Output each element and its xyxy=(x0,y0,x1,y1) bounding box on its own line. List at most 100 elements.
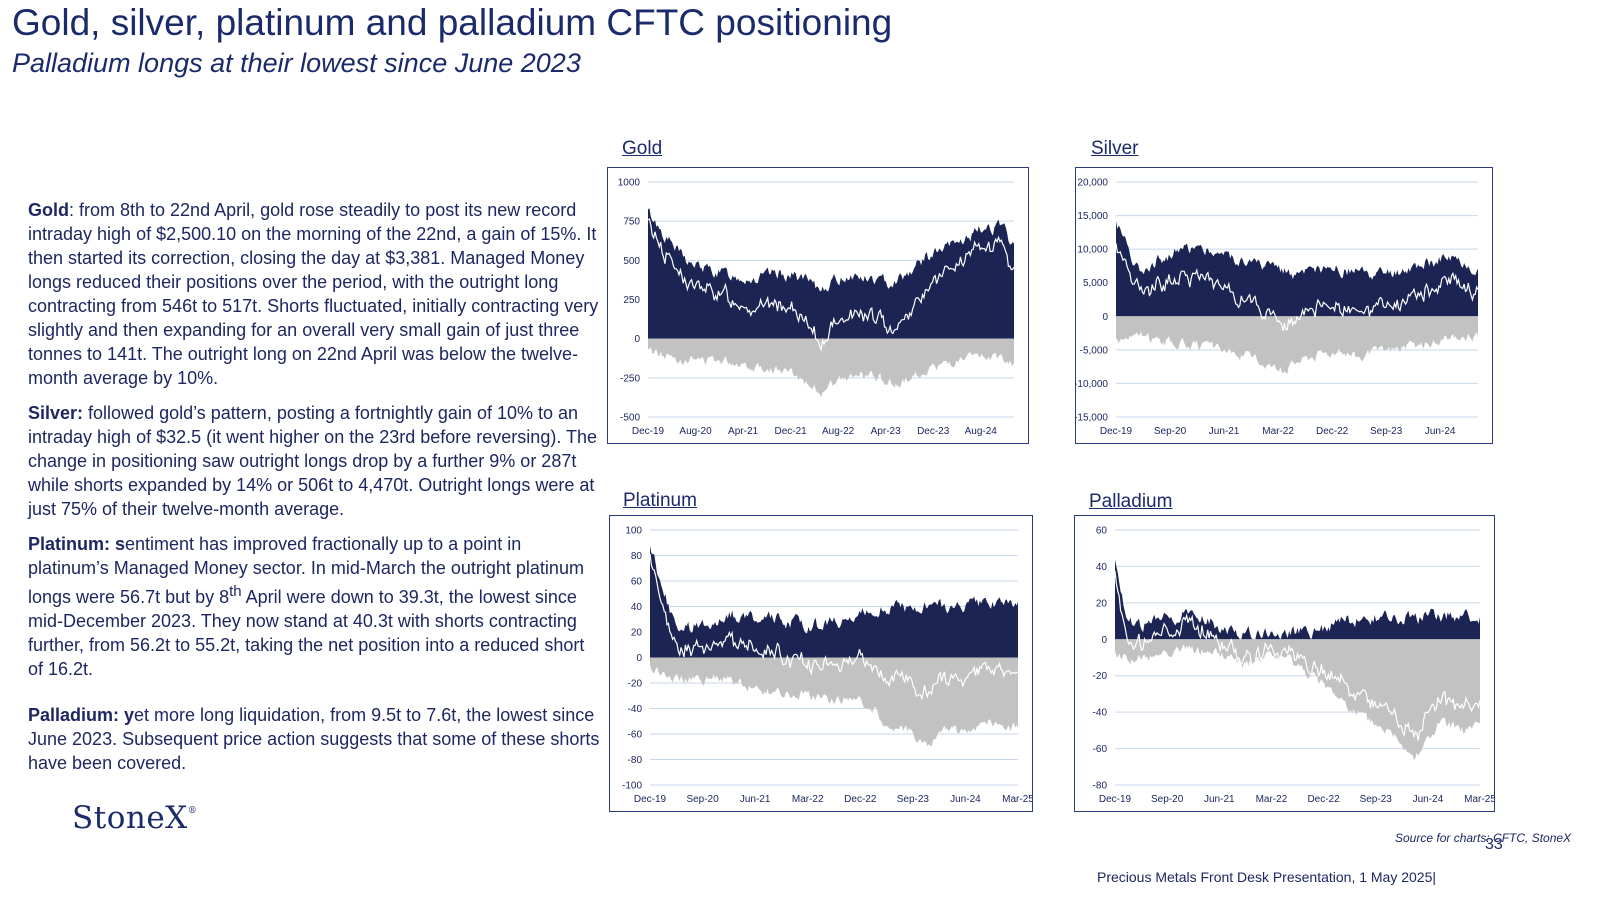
y-tick-label: 20 xyxy=(631,628,643,639)
palladium-chart-svg: 60 40 20 0 -20 -40 -60 -80 Dec-19 Sep-20 Jun-21 Mar… xyxy=(1093,526,1494,806)
y-tick-label: 500 xyxy=(623,256,640,267)
x-tick-label: Jun-24 xyxy=(1413,794,1444,805)
page-number: 33 xyxy=(1485,836,1503,853)
x-tick-label: Jun-24 xyxy=(1425,426,1456,437)
x-tick-label: Apr-21 xyxy=(728,426,758,437)
y-tick-label: -100 xyxy=(622,781,642,792)
x-tick-label: Jun-21 xyxy=(1209,426,1240,437)
page-title: Gold, silver, platinum and palladium CFT… xyxy=(12,2,893,43)
palladium-net-line xyxy=(1114,570,1481,741)
palladium-longs-area xyxy=(1115,559,1480,640)
gold-chart-panel: 1000 750 500 250 0 -250 -500 Dec-19 Aug-20 Apr-21… xyxy=(607,167,1029,444)
x-tick-label: Dec-23 xyxy=(917,426,950,437)
silver-text: followed gold’s pattern, posting a fortn… xyxy=(28,403,598,519)
logo-registered-mark: ® xyxy=(187,806,198,816)
y-tick-label: 0 xyxy=(1101,635,1107,646)
platinum-superscript: th xyxy=(229,583,242,600)
x-tick-label: Sep-23 xyxy=(1370,426,1403,437)
commentary: Gold: from 8th to 22nd April, gold rose … xyxy=(28,198,603,786)
platinum-net-line xyxy=(649,553,1019,701)
x-tick-label: Dec-19 xyxy=(632,426,665,437)
stonex-logo: StoneX® xyxy=(72,800,197,836)
platinum-chart-panel: 100 80 60 40 20 0 -20 -40 -60 -80 -100 Dec-19 Sep-20… xyxy=(609,515,1033,812)
gold-label: Gold xyxy=(28,200,69,220)
y-tick-label: 0 xyxy=(1102,312,1108,323)
x-tick-label: Sep-20 xyxy=(1154,426,1187,437)
x-tick-label: Jun-21 xyxy=(740,794,771,805)
x-tick-label: Mar-22 xyxy=(1262,426,1294,437)
y-tick-label: 40 xyxy=(1096,562,1108,573)
logo-text: StoneX xyxy=(72,800,188,836)
y-tick-label: 100 xyxy=(625,526,642,537)
x-tick-label: Sep-20 xyxy=(1151,794,1184,805)
y-tick-label: -60 xyxy=(1093,744,1108,755)
y-tick-label: 20,000 xyxy=(1077,178,1108,189)
chart-source: Source for charts: CFTC, StoneX xyxy=(1395,831,1572,845)
y-tick-label: -60 xyxy=(628,730,643,741)
y-tick-label: -40 xyxy=(1093,708,1108,719)
silver-chart-svg: 20,000 15,000 10,000 5,000 0 -5,000 -10,000 -15… xyxy=(1076,178,1479,437)
y-tick-label: 40 xyxy=(631,602,643,613)
platinum-chart-title: Platinum xyxy=(623,490,697,511)
silver-longs-area xyxy=(1116,221,1478,317)
y-tick-label: 0 xyxy=(636,653,642,664)
platinum-text-1: entiment has improved fractionally up to… xyxy=(28,534,584,607)
y-tick-label: -15,000 xyxy=(1076,413,1108,424)
y-tick-label: 60 xyxy=(631,577,643,588)
gold-text: : from 8th to 22nd April, gold rose stea… xyxy=(28,200,599,388)
palladium-paragraph: Palladium: yet more long liquidation, fr… xyxy=(28,703,603,775)
x-tick-label: Dec-22 xyxy=(1307,794,1340,805)
gold-chart-title: Gold xyxy=(622,138,663,159)
silver-shorts-area xyxy=(1116,316,1478,374)
x-tick-label: Apr-23 xyxy=(871,426,901,437)
platinum-shorts-area xyxy=(650,657,1018,747)
y-tick-label: 5,000 xyxy=(1083,278,1108,289)
x-tick-label: Dec-19 xyxy=(1099,794,1132,805)
y-tick-label: 0 xyxy=(634,334,640,345)
gold-shorts-area xyxy=(648,338,1014,397)
y-tick-label: 10,000 xyxy=(1077,245,1108,256)
silver-paragraph: Silver: followed gold’s pattern, posting… xyxy=(28,401,603,521)
x-tick-label: Sep-23 xyxy=(897,794,930,805)
gold-paragraph: Gold: from 8th to 22nd April, gold rose … xyxy=(28,198,603,390)
y-tick-label: 250 xyxy=(623,295,640,306)
silver-chart-panel: 20,000 15,000 10,000 5,000 0 -5,000 -10,000 -15… xyxy=(1075,167,1493,444)
x-tick-label: Mar-22 xyxy=(792,794,824,805)
y-tick-label: 60 xyxy=(1096,526,1108,537)
x-tick-label: Dec-22 xyxy=(1316,426,1349,437)
y-tick-label: -500 xyxy=(620,413,640,424)
x-tick-label: Dec-21 xyxy=(774,426,807,437)
x-tick-label: Jun-24 xyxy=(950,794,981,805)
y-tick-label: 80 xyxy=(631,551,643,562)
platinum-paragraph: Platinum: sentiment has improved fractio… xyxy=(28,532,603,681)
gold-chart-svg: 1000 750 500 250 0 -250 -500 Dec-19 Aug-20 Apr-21… xyxy=(618,178,1015,437)
y-tick-label: -20 xyxy=(628,679,643,690)
silver-net-line xyxy=(1115,243,1479,331)
y-tick-label: -80 xyxy=(628,755,643,766)
x-tick-label: Aug-22 xyxy=(822,426,855,437)
gold-net-line xyxy=(647,218,1015,352)
y-tick-label: 15,000 xyxy=(1077,211,1108,222)
gold-longs-area xyxy=(648,208,1014,339)
x-tick-label: Mar-22 xyxy=(1256,794,1288,805)
y-tick-label: -20 xyxy=(1093,671,1108,682)
y-tick-label: -80 xyxy=(1093,781,1108,792)
palladium-shorts-area xyxy=(1115,639,1480,761)
y-tick-label: 750 xyxy=(623,217,640,228)
silver-chart-title: Silver xyxy=(1091,138,1139,159)
palladium-chart-panel: 60 40 20 0 -20 -40 -60 -80 Dec-19 Sep-20 Jun-21 Mar… xyxy=(1074,515,1495,812)
platinum-label: Platinum: s xyxy=(28,534,126,554)
y-tick-label: -10,000 xyxy=(1076,379,1108,390)
silver-label: Silver: xyxy=(28,403,84,423)
x-tick-label: Sep-23 xyxy=(1360,794,1393,805)
x-tick-label: Dec-19 xyxy=(634,794,667,805)
x-tick-label: Dec-22 xyxy=(844,794,877,805)
y-tick-label: 1000 xyxy=(618,178,641,189)
x-tick-label: Mar-25 xyxy=(1464,794,1494,805)
y-tick-label: -250 xyxy=(620,373,640,384)
page-subtitle: Palladium longs at their lowest since Ju… xyxy=(12,48,581,78)
x-tick-label: Dec-19 xyxy=(1100,426,1133,437)
x-tick-label: Jun-21 xyxy=(1204,794,1235,805)
platinum-longs-area xyxy=(650,545,1018,658)
y-tick-label: 20 xyxy=(1096,598,1108,609)
